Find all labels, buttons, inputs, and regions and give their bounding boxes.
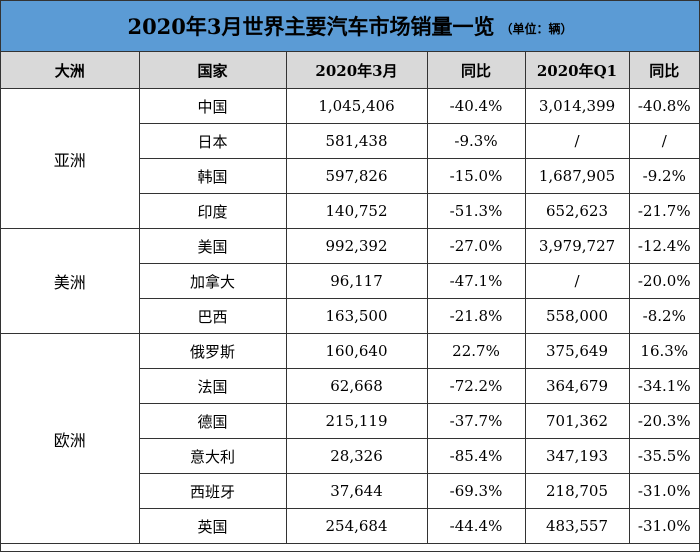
q1-yoy-cell: -21.7% [628,193,699,229]
country-cell: 法国 [139,368,287,404]
march-yoy-cell: -15.0% [426,158,526,194]
q1-sales-cell: 483,557 [524,508,630,544]
table-row: 德国 215,119 -37.7% 701,362 -20.3% [1,403,699,439]
col-header-march-yoy: 同比 [426,52,526,89]
country-cell: 英国 [139,508,287,544]
continent-cell: 亚洲 [1,88,140,229]
country-cell: 西班牙 [139,473,287,509]
q1-sales-cell: 347,193 [524,438,630,474]
march-sales-cell: 96,117 [285,263,428,299]
q1-yoy-cell: -9.2% [628,158,699,194]
q1-sales-cell: 3,014,399 [524,88,630,124]
col-header-march: 2020年3月 [285,52,428,89]
q1-sales-cell: 375,649 [524,333,630,369]
q1-sales-cell: 652,623 [524,193,630,229]
q1-yoy-cell: -12.4% [628,228,699,264]
march-yoy-cell: -72.2% [426,368,526,404]
march-sales-cell: 1,045,406 [285,88,428,124]
country-cell: 韩国 [139,158,287,194]
march-sales-cell: 254,684 [285,508,428,544]
sales-table: 大洲 国家 2020年3月 同比 2020年Q1 同比 亚洲 中国 1,045,40… [1,52,699,544]
table-row: 意大利 28,326 -85.4% 347,193 -35.5% [1,438,699,474]
q1-sales-cell: 701,362 [524,403,630,439]
table-row: 西班牙 37,644 -69.3% 218,705 -31.0% [1,473,699,509]
march-yoy-cell: -85.4% [426,438,526,474]
unit-note: （单位：辆） [500,21,573,36]
table-row: 加拿大 96,117 -47.1% / -20.0% [1,263,699,299]
col-header-q1: 2020年Q1 [524,52,630,89]
q1-yoy-cell: -34.1% [628,368,699,404]
march-yoy-cell: -47.1% [426,263,526,299]
q1-yoy-cell: -31.0% [628,473,699,509]
march-sales-cell: 215,119 [285,403,428,439]
q1-sales-cell: 364,679 [524,368,630,404]
country-cell: 俄罗斯 [138,333,287,369]
title-bar: 2020年3月世界主要汽车市场销量一览 （单位：辆） [1,1,699,52]
march-sales-cell: 581,438 [285,123,428,159]
country-cell: 日本 [139,123,287,159]
country-cell: 美国 [138,228,287,264]
col-header-q1-yoy: 同比 [628,52,699,89]
q1-sales-cell: 3,979,727 [524,228,630,264]
country-cell: 意大利 [139,438,287,474]
q1-sales-cell: / [524,263,630,299]
table-row: 韩国 597,826 -15.0% 1,687,905 -9.2% [1,158,699,194]
march-sales-cell: 163,500 [285,298,428,334]
march-sales-cell: 37,644 [285,473,428,509]
q1-yoy-cell: -40.8% [628,88,699,124]
country-cell: 中国 [138,88,287,124]
country-cell: 德国 [139,403,287,439]
col-header-continent: 大洲 [1,52,140,89]
col-header-country: 国家 [138,52,287,89]
q1-sales-cell: 218,705 [524,473,630,509]
march-yoy-cell: -21.8% [426,298,526,334]
q1-yoy-cell: -20.0% [628,263,699,299]
q1-sales-cell: / [524,123,630,159]
march-yoy-cell: 22.7% [426,333,526,369]
q1-sales-cell: 558,000 [524,298,630,334]
q1-yoy-cell: 16.3% [628,333,699,369]
header-row: 大洲 国家 2020年3月 同比 2020年Q1 同比 [1,52,699,89]
q1-yoy-cell: / [628,123,699,159]
march-sales-cell: 160,640 [285,333,428,369]
march-sales-cell: 62,668 [285,368,428,404]
march-sales-cell: 597,826 [285,158,428,194]
q1-yoy-cell: -35.5% [628,438,699,474]
march-sales-cell: 28,326 [285,438,428,474]
table-row: 亚洲 中国 1,045,406 -40.4% 3,014,399 -40.8% [1,88,699,229]
march-yoy-cell: -27.0% [426,228,526,264]
q1-yoy-cell: -20.3% [628,403,699,439]
continent-cell: 美洲 [1,228,140,334]
march-yoy-cell: -44.4% [426,508,526,544]
table-row: 欧洲 俄罗斯 160,640 22.7% 375,649 16.3% [1,333,699,544]
march-yoy-cell: -9.3% [426,123,526,159]
q1-yoy-cell: -8.2% [628,298,699,334]
march-yoy-cell: -51.3% [426,193,526,229]
q1-sales-cell: 1,687,905 [524,158,630,194]
continent-cell: 欧洲 [1,333,140,544]
country-cell: 巴西 [139,298,287,334]
table-row: 巴西 163,500 -21.8% 558,000 -8.2% [1,298,699,334]
country-cell: 加拿大 [139,263,287,299]
march-sales-cell: 992,392 [285,228,428,264]
q1-yoy-cell: -31.0% [628,508,699,544]
table-row: 英国 254,684 -44.4% 483,557 -31.0% [1,508,699,544]
march-yoy-cell: -37.7% [426,403,526,439]
march-sales-cell: 140,752 [285,193,428,229]
march-yoy-cell: -40.4% [426,88,526,124]
march-yoy-cell: -69.3% [426,473,526,509]
table-row: 美洲 美国 992,392 -27.0% 3,979,727 -12.4% [1,228,699,334]
country-cell: 印度 [139,193,287,229]
page-title: 2020年3月世界主要汽车市场销量一览 [127,14,495,39]
